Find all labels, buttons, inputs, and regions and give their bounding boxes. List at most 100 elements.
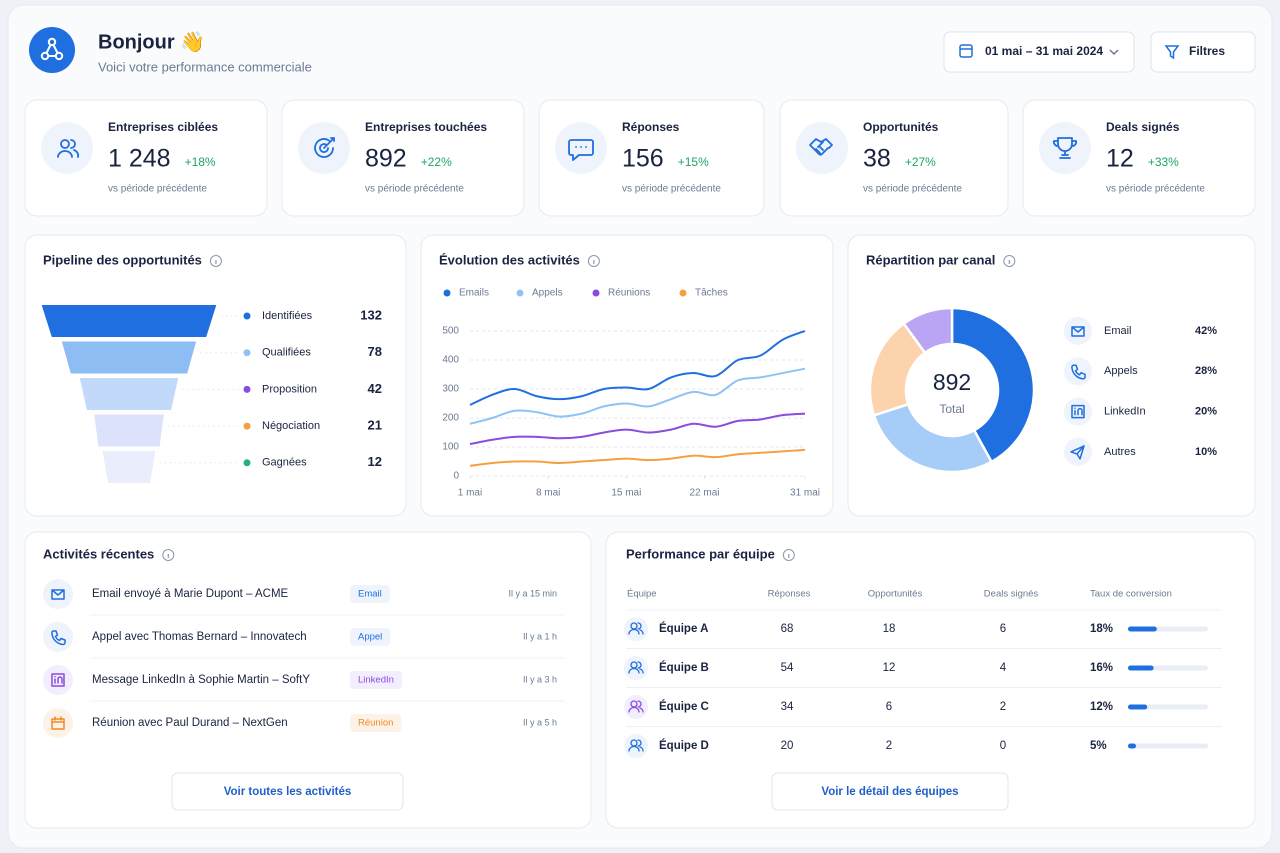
tag-pill — [350, 628, 391, 646]
legend-label: Réunions — [608, 288, 650, 299]
x-tick-label: 8 mai — [536, 488, 560, 499]
kpi-note: vs période précédente — [1106, 184, 1205, 195]
kpi-value: 892 — [365, 145, 407, 173]
team-opportunities: 6 — [886, 701, 892, 713]
icon — [628, 622, 644, 635]
funnel-value: 42 — [368, 381, 382, 396]
kpi-value: 38 — [863, 145, 891, 173]
card — [24, 234, 407, 517]
funnel-label: Qualifiées — [262, 347, 311, 359]
activity-tag: LinkedIn — [350, 671, 402, 689]
info-icon — [587, 255, 600, 267]
panel-title: Répartition par canal — [866, 252, 995, 267]
kpi-label: Opportunités — [863, 120, 939, 134]
panel-title: Performance par équipe — [626, 546, 775, 561]
kpi-label: Entreprises touchées — [365, 120, 487, 134]
legend-dot — [679, 289, 687, 297]
button-label[interactable]: Voir toutes les activités — [224, 786, 352, 798]
info-icon — [209, 255, 222, 267]
team-button[interactable]: Voir le détail des équipes — [771, 772, 1009, 811]
kpi-value: 1 248 — [108, 145, 171, 173]
kpi-change: +18% — [185, 155, 216, 169]
legend-value: 42% — [1195, 325, 1217, 337]
tag-pill — [350, 671, 402, 689]
team-conversion: 5% — [1090, 740, 1107, 752]
activity-text: Réunion avec Paul Durand – NextGen — [92, 717, 288, 729]
y-tick-label: 500 — [442, 326, 459, 337]
column-header: Opportunités — [868, 589, 923, 600]
date-range[interactable]: 01 mai – 31 mai 2024 — [985, 44, 1103, 58]
funnel-value: 21 — [368, 418, 382, 433]
kpi-note: vs période précédente — [108, 184, 207, 195]
funnel-label: Proposition — [262, 383, 317, 395]
legend-dot — [243, 459, 251, 467]
team-name: Équipe A — [659, 622, 708, 635]
team-deals: 6 — [1000, 623, 1006, 635]
funnel-value: 132 — [360, 307, 382, 322]
icon — [51, 589, 65, 600]
button-frame[interactable] — [771, 772, 1009, 811]
kpi-change: +15% — [678, 155, 709, 169]
funnel-value: 78 — [368, 344, 382, 359]
button-label[interactable]: Voir le détail des équipes — [821, 786, 958, 798]
series-line — [469, 367, 806, 425]
y-tick-label: 100 — [442, 442, 459, 453]
kpi-value: 12 — [1106, 145, 1134, 173]
icon — [628, 700, 644, 713]
activity-tag: Appel — [350, 628, 391, 646]
team-conversion: 18% — [1090, 623, 1113, 635]
y-tick-label: 0 — [453, 471, 459, 482]
column-header: Réponses — [768, 589, 811, 600]
filter-button[interactable]: Filtres — [1150, 31, 1256, 73]
legend-dot — [243, 422, 251, 430]
activity-icon-bg — [43, 579, 73, 609]
tag-pill — [350, 714, 402, 732]
x-tick-label: 1 mai — [458, 488, 482, 499]
kpi-label: Deals signés — [1106, 120, 1180, 134]
team-opportunities: 2 — [886, 740, 892, 752]
funnel-segment — [41, 305, 217, 337]
funnel-segment — [102, 451, 156, 483]
funnel-segment — [61, 341, 197, 374]
kpi-value: 156 — [622, 145, 664, 173]
card — [420, 234, 834, 517]
team-name: Équipe C — [659, 700, 709, 713]
activity-time: Il y a 5 h — [523, 717, 557, 727]
series-line — [469, 412, 806, 446]
legend-dot — [592, 289, 600, 297]
team-responses: 34 — [781, 701, 794, 713]
activity-icon-bg — [43, 708, 73, 738]
legend-icon-bg — [1064, 357, 1092, 386]
panel-title: Pipeline des opportunités — [43, 252, 202, 267]
donut-total-label: Total — [939, 402, 964, 416]
icon — [809, 138, 833, 156]
legend-dot — [243, 385, 251, 393]
kpi-icon-bg — [555, 122, 607, 174]
info-icon — [1003, 255, 1016, 267]
conversion-track — [1128, 704, 1208, 710]
activity-text: Appel avec Thomas Bernard – Innovatech — [92, 631, 307, 643]
team-name: Équipe B — [659, 661, 709, 674]
legend-value: 28% — [1195, 365, 1217, 377]
icon — [1053, 137, 1077, 159]
icon — [51, 673, 65, 687]
activities-button[interactable]: Voir toutes les activités — [171, 772, 404, 811]
y-tick-label: 200 — [442, 413, 459, 424]
legend-label: LinkedIn — [1104, 406, 1146, 418]
activity-time: Il y a 3 h — [523, 674, 557, 684]
filter-label[interactable]: Filtres — [1189, 44, 1225, 58]
legend-value: 10% — [1195, 446, 1217, 458]
legend-icon-bg — [1064, 317, 1092, 345]
card — [281, 99, 525, 217]
legend-label: Email — [1104, 325, 1132, 337]
button-frame[interactable] — [171, 772, 404, 811]
column-header: Deals signés — [984, 589, 1039, 600]
legend-label: Tâches — [695, 288, 728, 299]
team-responses: 68 — [781, 623, 794, 635]
greeting: Bonjour 👋 — [98, 30, 205, 53]
conversion-bar — [1128, 743, 1136, 749]
tag-label: Email — [358, 589, 382, 600]
team-deals: 2 — [1000, 701, 1006, 713]
date-picker[interactable]: 01 mai – 31 mai 2024 — [943, 31, 1135, 73]
tag-label: LinkedIn — [358, 675, 394, 686]
